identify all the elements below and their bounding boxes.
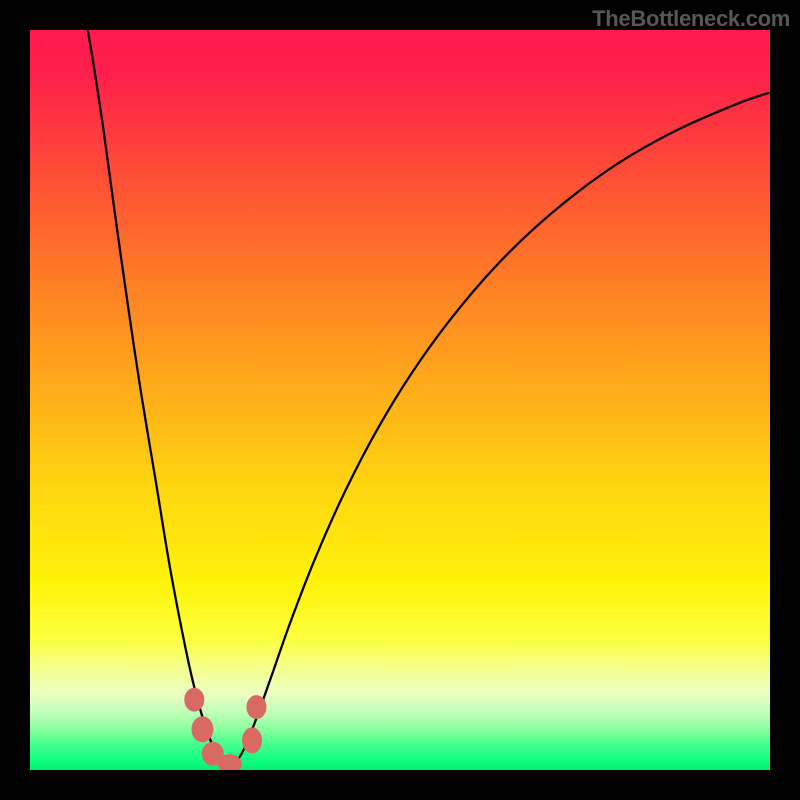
marker-point xyxy=(191,716,213,742)
chart-plot-area xyxy=(30,30,770,770)
curve-left-branch xyxy=(88,30,229,769)
marker-point xyxy=(242,727,262,753)
marker-point xyxy=(184,688,204,712)
markers-group xyxy=(184,688,266,770)
marker-point xyxy=(246,695,266,719)
chart-curves xyxy=(30,30,770,770)
watermark-text: TheBottleneck.com xyxy=(592,6,790,32)
curve-right-branch xyxy=(228,93,768,769)
